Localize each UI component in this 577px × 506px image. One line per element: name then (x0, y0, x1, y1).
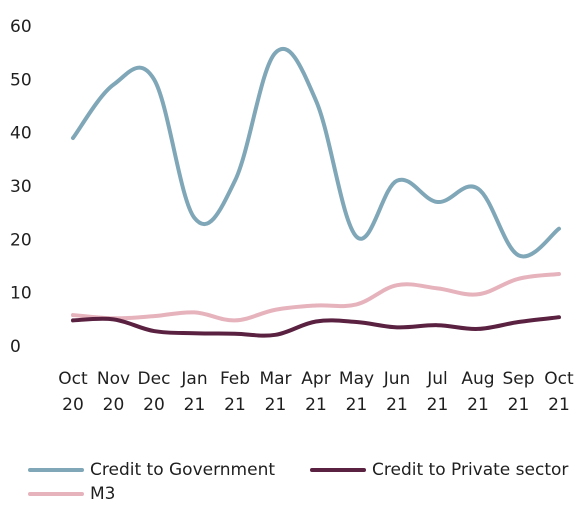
x-tick-month: Oct (544, 369, 574, 389)
legend-swatch (28, 492, 84, 496)
x-tick-label: Dec 20 (138, 369, 171, 415)
series-line-credit-to-private-sector (71, 315, 561, 338)
legend-swatch (310, 468, 366, 472)
x-tick-month: Jul (426, 369, 448, 389)
y-tick-label: 30 (10, 177, 32, 197)
x-tick-label: May 21 (339, 369, 374, 415)
x-tick-year: 21 (224, 395, 246, 415)
series-lines (71, 46, 561, 338)
legend-item-credit-to-government: Credit to Government (28, 460, 275, 480)
x-tick-month: Oct (58, 369, 88, 389)
x-tick-year: 20 (62, 395, 84, 415)
x-tick-year: 21 (427, 395, 449, 415)
x-tick-label: Jul 21 (426, 369, 448, 415)
x-axis: Oct 20 Nov 20 Dec 20 Jan 21 Feb 21 Mar 21 Apr 21 May 21… (58, 369, 574, 415)
x-tick-month: Feb (220, 369, 250, 389)
y-tick-label: 10 (10, 284, 32, 304)
x-tick-month: Apr (301, 369, 330, 389)
y-tick-label: 60 (10, 17, 32, 37)
x-tick-label: Oct 20 (58, 369, 88, 415)
x-tick-label: Feb 21 (220, 369, 250, 415)
x-tick-month: Dec (138, 369, 171, 389)
x-tick-year: 21 (548, 395, 570, 415)
y-axis: 0 10 20 30 40 50 60 (10, 17, 32, 357)
x-tick-year: 21 (265, 395, 287, 415)
legend-item-m3: M3 (28, 484, 115, 504)
x-tick-year: 20 (143, 395, 165, 415)
x-tick-label: Jan 21 (180, 369, 207, 415)
x-tick-year: 21 (467, 395, 489, 415)
x-tick-year: 21 (184, 395, 206, 415)
x-tick-label: Aug 21 (461, 369, 494, 415)
x-tick-label: Apr 21 (301, 369, 330, 415)
legend-item-credit-to-private-sector: Credit to Private sector (310, 460, 568, 480)
series-line-m3 (71, 272, 561, 323)
legend-label: Credit to Private sector (372, 460, 569, 480)
x-tick-month: Sep (502, 369, 534, 389)
y-tick-label: 40 (10, 124, 32, 144)
legend-swatch (28, 468, 84, 472)
y-tick-label: 0 (10, 337, 21, 357)
x-tick-year: 21 (305, 395, 327, 415)
x-tick-year: 21 (508, 395, 530, 415)
x-tick-month: Jan (180, 369, 207, 389)
legend-label: M3 (90, 484, 116, 504)
x-tick-label: Jun 21 (383, 369, 411, 415)
y-tick-label: 50 (10, 70, 32, 90)
legend: Credit to Government Credit to Private s… (0, 450, 577, 506)
x-tick-label: Oct 21 (544, 369, 574, 415)
x-tick-month: Aug (461, 369, 494, 389)
x-tick-month: Nov (97, 369, 130, 389)
x-tick-year: 21 (386, 395, 408, 415)
legend-label: Credit to Government (90, 460, 276, 480)
series-line-credit-to-government (71, 46, 561, 259)
x-tick-label: Mar 21 (259, 369, 291, 415)
x-tick-label: Sep 21 (502, 369, 534, 415)
x-tick-month: May (339, 369, 374, 389)
x-tick-year: 21 (346, 395, 368, 415)
x-tick-month: Mar (259, 369, 291, 389)
y-tick-label: 20 (10, 230, 32, 250)
x-tick-label: Nov 20 (97, 369, 130, 415)
x-tick-year: 20 (103, 395, 125, 415)
x-tick-month: Jun (383, 369, 411, 389)
